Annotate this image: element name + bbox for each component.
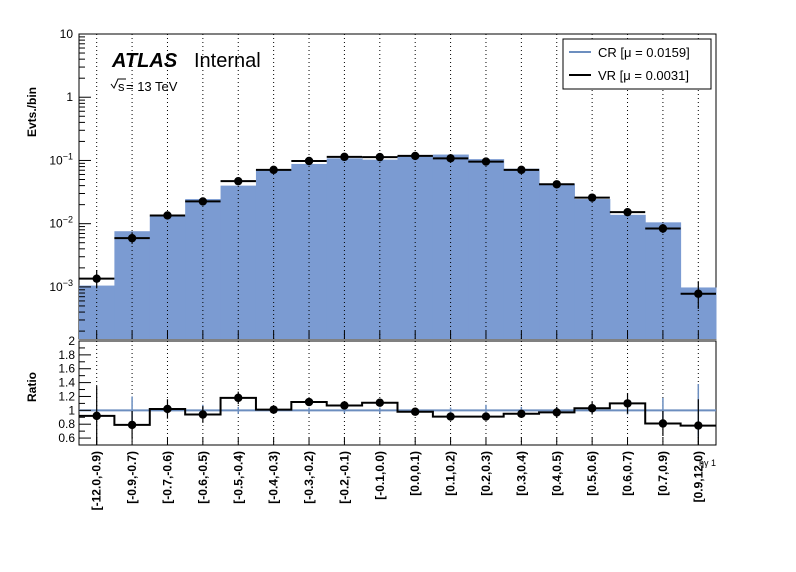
x-tick-label: [0.7,0.9): [656, 451, 670, 496]
bottom-y-tick-label: 1: [68, 403, 75, 417]
vr-ratio-point: [587, 404, 597, 413]
top-y-tick-label: 1: [66, 90, 73, 104]
top-y-tick-label: 10−3: [49, 278, 73, 294]
vr-point: [410, 151, 420, 161]
x-tick-label: [-0.6,-0.5): [196, 451, 210, 504]
vr-ratio-point: [375, 398, 385, 407]
x-tick-label: [0.3,0.4): [514, 451, 528, 496]
vr-ratio-point: [694, 421, 703, 430]
vr-point: [694, 289, 703, 298]
vr-ratio-point: [269, 405, 278, 414]
cr-bar: [326, 158, 363, 339]
vr-point: [375, 152, 385, 162]
legend: CR [μ = 0.0159] VR [μ = 0.0031]: [562, 38, 712, 90]
x-tick-label: [-0.4,-0.3): [267, 451, 281, 504]
vr-point: [481, 157, 491, 166]
x-axis-label: ηγ 1: [699, 458, 716, 468]
internal-label: Internal: [194, 50, 261, 72]
energy-prefix: s: [118, 79, 125, 94]
vr-point: [304, 156, 314, 166]
vr-ratio-step: [79, 396, 716, 427]
cr-bar: [114, 231, 151, 339]
atlas-label: ATLAS: [111, 50, 178, 72]
vr-ratio-point: [410, 407, 420, 416]
energy-label: = 13 TeV: [126, 79, 178, 94]
cr-bar: [645, 222, 682, 339]
vr-points: [79, 151, 716, 309]
bottom-y-tick-label: 1.2: [58, 389, 75, 403]
cr-bar: [539, 183, 575, 339]
x-tick-label: [-0.3,-0.2): [302, 451, 316, 504]
sqrt-symbol: [110, 78, 126, 89]
vr-ratio-point: [304, 397, 314, 407]
x-tick-label: [0.9,12.0): [691, 451, 705, 502]
top-y-tick-label: 10−2: [49, 215, 73, 231]
x-tick-label: [0.2,0.3): [479, 451, 493, 496]
legend-vr-label: VR [μ = 0.0031]: [598, 68, 689, 83]
bottom-y-tick-label: 0.8: [58, 417, 75, 431]
legend-box: [562, 38, 712, 90]
vr-point: [587, 193, 597, 202]
bottom-y-tick-label: 1.8: [58, 348, 75, 362]
vr-ratio-point: [234, 393, 243, 403]
vr-ratio-point: [163, 404, 172, 414]
x-tick-label: [-0.1,0.0): [373, 451, 387, 500]
cr-bar: [291, 163, 328, 339]
vr-ratio-point: [92, 411, 101, 421]
top-y-tick-label: 10: [60, 27, 74, 41]
vr-point: [234, 176, 243, 186]
x-tick-labels: [-12.0,-0.9) [-0.9,-0.7) [-0.7,-0.6) [-0.6,…: [90, 451, 706, 510]
top-y-tick-label: 10−1: [49, 151, 73, 167]
x-tick-label: [-12.0,-0.9): [90, 451, 104, 510]
bottom-y-axis-label: Ratio: [25, 372, 39, 402]
cr-histogram: [79, 154, 717, 339]
vr-point: [163, 211, 172, 220]
cr-bar: [609, 214, 646, 339]
vr-point: [552, 180, 561, 189]
vr-point: [658, 224, 668, 233]
x-tick-label: [0.1,0.2): [444, 451, 458, 496]
x-tick-label: [0.0,0.1): [408, 451, 422, 496]
cr-bar: [468, 159, 505, 339]
vr-ratio-point: [340, 401, 349, 410]
vr-ratio-point: [658, 419, 668, 428]
vr-ratio-point: [623, 399, 632, 408]
x-tick-label: [0.6,0.7): [621, 451, 635, 496]
vr-point: [198, 197, 208, 206]
x-tick-label: [-0.2,-0.1): [337, 451, 351, 504]
vr-point: [92, 274, 101, 283]
x-tick-label: [0.5,0.6): [585, 451, 599, 496]
legend-cr-label: CR [μ = 0.0159]: [598, 45, 690, 60]
cr-bar: [397, 155, 434, 339]
vr-ratio-point: [552, 408, 561, 417]
top-y-ticks: 10 1 10−1 10−2 10−3: [49, 27, 91, 332]
x-tick-label: [-0.5,-0.4): [231, 451, 245, 504]
vr-ratio-point: [517, 409, 526, 418]
bottom-y-tick-label: 1.6: [58, 362, 75, 376]
x-ticks: [96, 331, 699, 445]
x-tick-label: [-0.7,-0.6): [160, 451, 174, 504]
bottom-y-tick-label: 1.4: [58, 376, 75, 390]
cr-bar: [362, 159, 398, 339]
vr-point: [269, 165, 278, 175]
vr-point: [517, 165, 526, 175]
vr-point: [623, 207, 632, 217]
ratio-marks: [79, 383, 716, 445]
vr-point: [340, 152, 349, 162]
bottom-frame: [78, 340, 717, 446]
bottom-y-ticks: 21.81.61.41.210.80.6: [58, 334, 91, 445]
vr-point: [446, 154, 455, 163]
x-tick-label: [-0.9,-0.7): [125, 451, 139, 504]
vr-ratio-point: [198, 410, 208, 419]
bottom-y-tick-label: 2: [68, 334, 75, 348]
vr-ratio-point: [446, 412, 455, 421]
vr-point: [127, 233, 137, 243]
bottom-y-tick-label: 0.6: [58, 431, 75, 445]
top-y-axis-label: Evts./bin: [25, 87, 39, 137]
vr-ratio-point: [481, 412, 491, 421]
x-tick-label: [0.4,0.5): [550, 451, 564, 496]
bottom-grid: [96, 341, 699, 445]
vr-ratio-point: [127, 420, 137, 430]
